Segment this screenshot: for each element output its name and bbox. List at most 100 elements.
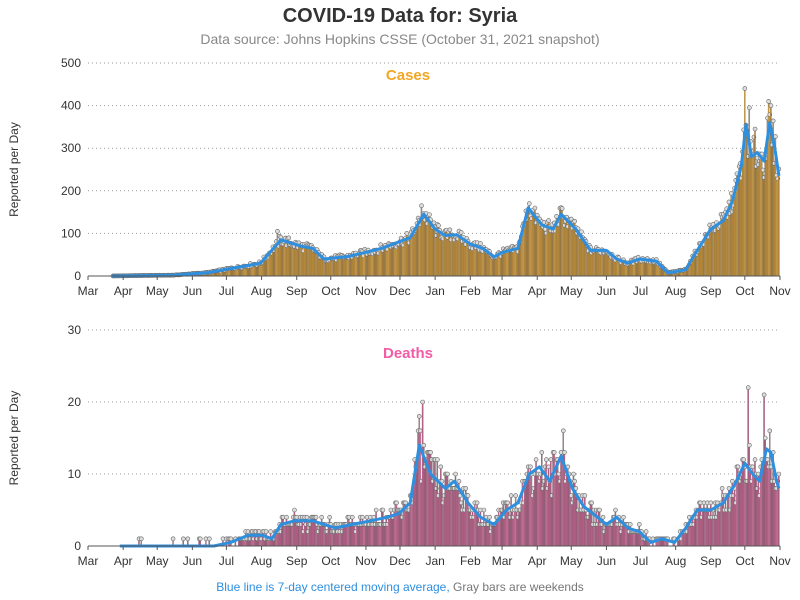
data-point	[268, 529, 273, 534]
bar	[348, 257, 350, 277]
bar	[446, 237, 449, 277]
bar	[539, 473, 542, 547]
bar	[617, 524, 619, 547]
data-point	[719, 486, 725, 491]
data-point	[730, 478, 735, 484]
bar	[510, 495, 512, 547]
data-point	[613, 507, 618, 513]
bar	[754, 128, 756, 277]
bar	[442, 238, 444, 277]
bar	[392, 517, 394, 547]
bar	[319, 256, 322, 277]
bar	[528, 473, 530, 547]
bar	[457, 488, 459, 547]
bar	[757, 164, 760, 277]
bar	[700, 245, 703, 277]
x-tick-label: Jul	[219, 554, 234, 568]
data-point	[752, 457, 758, 462]
bar	[512, 250, 515, 277]
bar	[349, 255, 351, 277]
bar	[424, 466, 426, 547]
data-point	[327, 514, 332, 520]
bar	[750, 151, 753, 277]
bar	[318, 257, 321, 277]
bar	[719, 509, 721, 547]
bar	[552, 452, 554, 547]
bar	[357, 524, 359, 547]
x-tick-label: Sep	[700, 554, 722, 568]
bar	[758, 495, 761, 547]
bar	[778, 168, 780, 277]
bar	[286, 524, 289, 547]
bar	[551, 495, 553, 547]
bar	[370, 524, 373, 547]
data-point	[572, 478, 577, 484]
bar	[773, 481, 775, 547]
bar	[572, 221, 575, 277]
bar	[623, 524, 626, 547]
data-point	[546, 464, 551, 470]
bar	[765, 459, 768, 547]
cases-panel: 0 100 200 300 400 500 Reported per Day Cases Mar…	[7, 56, 791, 298]
data-point	[319, 514, 324, 520]
bar	[370, 252, 373, 277]
bar	[714, 230, 716, 277]
x-tick-label: Sep	[286, 554, 308, 568]
bar	[755, 473, 757, 547]
bar	[433, 222, 435, 277]
x-tick-label: May	[560, 554, 583, 568]
y-tick-label: 0	[74, 269, 81, 283]
bar	[578, 234, 580, 277]
bar	[509, 249, 511, 277]
bar	[615, 524, 618, 547]
bar	[568, 219, 570, 277]
bar	[523, 222, 526, 277]
bar	[697, 509, 699, 547]
bar	[494, 524, 496, 547]
data-point	[562, 450, 567, 455]
bar	[756, 157, 758, 277]
bar	[763, 394, 765, 547]
bar	[369, 253, 372, 277]
bar	[716, 225, 719, 277]
bar	[597, 509, 600, 547]
bar	[269, 252, 272, 277]
data-point	[559, 206, 565, 211]
bar	[749, 466, 752, 547]
x-tick-label: Apr	[528, 554, 547, 568]
data-point	[747, 105, 752, 111]
bar	[745, 124, 747, 277]
bar	[457, 238, 459, 277]
data-point	[745, 385, 751, 390]
bar	[707, 236, 710, 277]
data-point	[458, 500, 464, 506]
bar	[297, 247, 299, 277]
bar	[319, 524, 322, 547]
bar	[482, 524, 484, 547]
data-point	[465, 493, 471, 498]
bar	[541, 452, 543, 547]
bar	[704, 509, 706, 547]
bar	[437, 495, 440, 547]
bar	[478, 524, 481, 547]
x-tick-label: Dec	[389, 554, 410, 568]
data-point	[180, 536, 186, 542]
bar	[508, 249, 510, 277]
bar	[544, 466, 546, 547]
data-point	[589, 500, 594, 506]
bar	[483, 247, 485, 277]
bar	[322, 524, 324, 547]
bar	[578, 495, 580, 547]
bar	[398, 509, 400, 547]
bar	[548, 481, 551, 547]
bar	[308, 524, 310, 547]
bar	[535, 222, 537, 277]
x-tick-label: Nov	[355, 554, 376, 568]
x-tick-label: Nov	[769, 284, 790, 298]
bar	[756, 488, 758, 547]
bar	[455, 235, 458, 277]
y-tick-label: 10	[68, 467, 82, 481]
bar	[531, 210, 534, 277]
data-point	[421, 442, 427, 448]
bar	[519, 509, 521, 547]
